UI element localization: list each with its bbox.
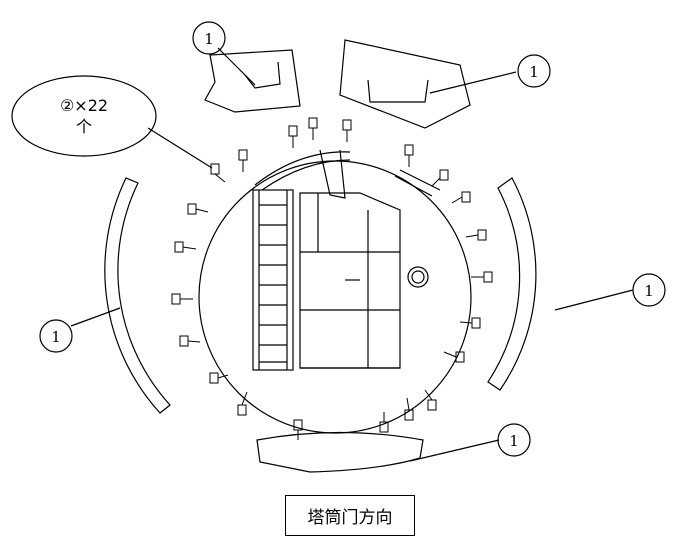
platform-disc — [198, 160, 472, 434]
bolt — [174, 241, 197, 253]
bolt — [424, 389, 437, 411]
bolt — [443, 351, 465, 363]
floor-panels — [299, 192, 401, 369]
right-arc-segment — [487, 177, 537, 391]
bolt — [342, 119, 352, 142]
bolt — [171, 293, 193, 305]
top-railing — [254, 149, 441, 199]
bolt — [288, 125, 298, 148]
bolt — [459, 317, 481, 329]
top-left-segment — [204, 49, 301, 113]
callout-label-top-left: 1 — [204, 30, 214, 48]
manhole-ring — [407, 266, 429, 288]
bolt — [308, 117, 318, 140]
bolt — [237, 391, 248, 416]
leader-part2 — [147, 127, 213, 169]
bottom-arc-segment — [256, 431, 424, 473]
bolt — [379, 412, 389, 433]
ladder-assembly — [252, 189, 294, 371]
bolt — [209, 372, 229, 384]
top-right-segment — [339, 39, 471, 129]
manhole-inner — [411, 270, 425, 284]
callout-circle-bottom — [497, 423, 531, 457]
callout-label-right: 1 — [644, 282, 654, 300]
bolt — [465, 229, 487, 241]
bolt — [238, 149, 248, 172]
bolt — [293, 419, 303, 440]
callout-label-top-right: 1 — [529, 63, 539, 81]
bolt — [210, 163, 226, 183]
callout-ellipse-part2 — [11, 75, 157, 157]
leader-top-left — [217, 47, 256, 86]
bolt — [404, 397, 414, 421]
bolt — [179, 335, 201, 347]
callout-label-left: 1 — [51, 328, 61, 346]
top-left-segment-handle — [244, 61, 281, 89]
tower-door-direction-label: 塔筒门方向 — [285, 495, 415, 536]
fasteners-ring — [171, 117, 493, 440]
bolt — [404, 144, 414, 167]
left-arc-segment — [104, 177, 171, 414]
callout-circle-left — [39, 319, 73, 353]
bolt — [471, 271, 493, 283]
callout-part2-unit: 个 — [76, 117, 92, 136]
bolt — [451, 191, 471, 204]
leader-left — [70, 307, 121, 327]
top-right-segment-handle — [367, 79, 429, 103]
bolt — [187, 203, 209, 215]
callout-label-bottom: 1 — [509, 432, 519, 450]
callout-circle-top-left — [192, 21, 226, 55]
leader-top-right — [429, 71, 517, 94]
bolt — [431, 169, 449, 187]
leader-bottom — [409, 439, 500, 462]
callout-circle-right — [632, 273, 666, 307]
leader-right — [554, 289, 634, 311]
callout-part2-symbol: ②×22 — [60, 96, 108, 115]
callout-circle-top-right — [517, 54, 551, 88]
